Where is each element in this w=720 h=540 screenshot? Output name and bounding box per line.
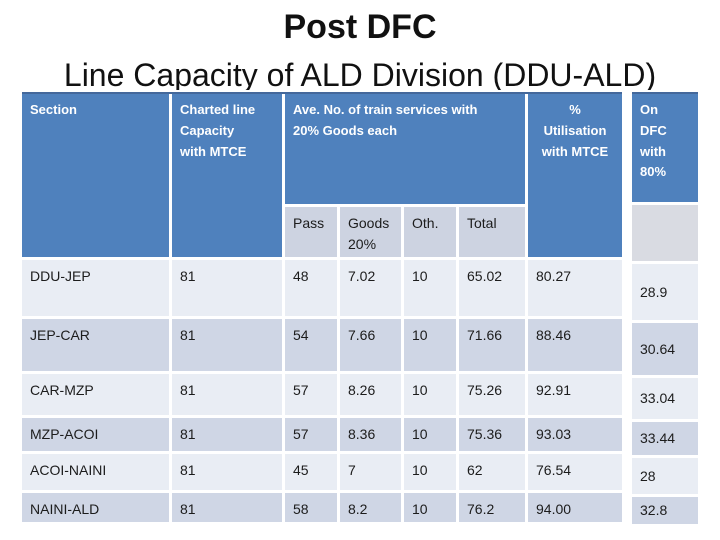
row-util: 94.00 [528,493,622,522]
row-capacity: 81 [172,493,282,522]
row-util: 88.46 [528,319,622,371]
row-pass: 57 [285,418,337,451]
row-total: 75.26 [459,374,525,415]
row-goods: 7.66 [340,319,401,371]
row-capacity: 81 [172,260,282,316]
row-pass: 57 [285,374,337,415]
row-total: 75.36 [459,418,525,451]
row-oth: 10 [404,260,456,316]
row-section: NAINI-ALD [22,493,169,522]
row-pass: 48 [285,260,337,316]
row-total: 71.66 [459,319,525,371]
dfc-blank-cell [632,205,698,261]
row-pass: 58 [285,493,337,522]
header-section: Section [22,94,169,257]
row-util: 76.54 [528,454,622,490]
row-capacity: 81 [172,454,282,490]
header-utilisation: % Utilisation with MTCE [528,94,622,257]
header-on-dfc: On DFC with 80% [632,94,698,202]
row-dfc: 33.44 [632,422,698,455]
slide-title: Post DFC [283,8,437,46]
row-dfc: 33.04 [632,378,698,419]
row-util: 93.03 [528,418,622,451]
subheader-pass: Pass [285,207,337,257]
row-section: CAR-MZP [22,374,169,415]
row-capacity: 81 [172,374,282,415]
row-util: 92.91 [528,374,622,415]
row-pass: 45 [285,454,337,490]
row-goods: 8.26 [340,374,401,415]
row-dfc: 30.64 [632,323,698,375]
row-pass: 54 [285,319,337,371]
main-table: Section Charted line Capacity with MTCE … [22,92,622,522]
row-capacity: 81 [172,418,282,451]
row-total: 62 [459,454,525,490]
row-section: JEP-CAR [22,319,169,371]
capacity-table: Section Charted line Capacity with MTCE … [22,90,698,526]
row-goods: 8.2 [340,493,401,522]
row-dfc: 28.9 [632,264,698,320]
row-oth: 10 [404,319,456,371]
row-dfc: 28 [632,458,698,494]
row-goods: 8.36 [340,418,401,451]
row-goods: 7 [340,454,401,490]
row-capacity: 81 [172,319,282,371]
dfc-column: On DFC with 80% 28.9 30.64 33.04 33.44 2… [632,92,698,524]
row-section: ACOI-NAINI [22,454,169,490]
row-util: 80.27 [528,260,622,316]
header-avg-train-services: Ave. No. of train services with 20% Good… [285,94,525,204]
row-total: 76.2 [459,493,525,522]
row-section: DDU-JEP [22,260,169,316]
row-oth: 10 [404,418,456,451]
row-oth: 10 [404,454,456,490]
row-oth: 10 [404,493,456,522]
header-charted-capacity: Charted line Capacity with MTCE [172,94,282,257]
subheader-goods: Goods 20% [340,207,401,257]
row-section: MZP-ACOI [22,418,169,451]
row-total: 65.02 [459,260,525,316]
row-dfc: 32.8 [632,497,698,524]
row-goods: 7.02 [340,260,401,316]
row-oth: 10 [404,374,456,415]
subheader-total: Total [459,207,525,257]
slide-subtitle: Line Capacity of ALD Division (DDU-ALD) [63,57,657,93]
subheader-oth: Oth. [404,207,456,257]
